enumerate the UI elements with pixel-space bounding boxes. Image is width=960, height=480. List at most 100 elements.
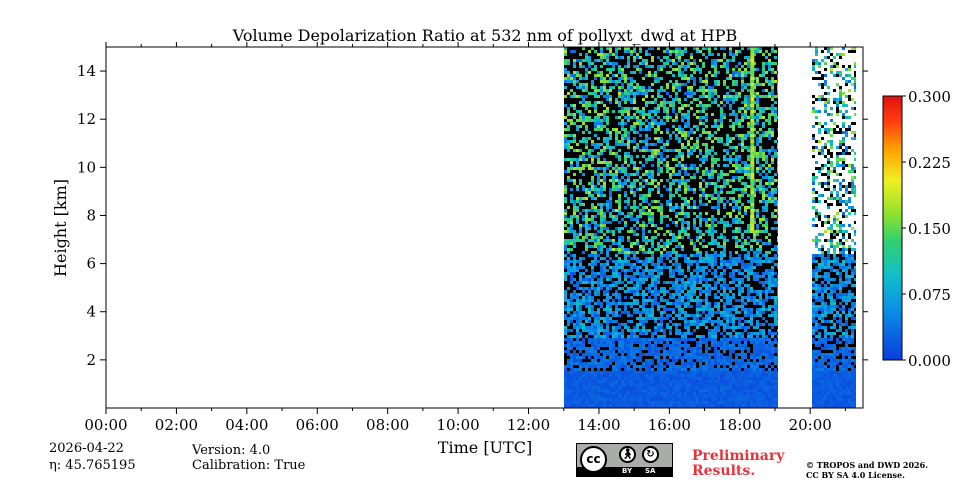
- heatmap-cell: [648, 83, 651, 86]
- heatmap-cell: [615, 56, 618, 59]
- heatmap-cell: [645, 146, 648, 149]
- heatmap-cell: [645, 137, 648, 140]
- heatmap-cell: [669, 53, 672, 56]
- heatmap-cell: [633, 365, 636, 368]
- heatmap-cell: [618, 233, 621, 236]
- heatmap-cell: [582, 236, 585, 239]
- heatmap-cell: [573, 242, 576, 245]
- heatmap-cell: [564, 80, 567, 83]
- heatmap-cell: [564, 272, 567, 275]
- heatmap-cell: [600, 251, 603, 254]
- heatmap-cell: [633, 86, 636, 89]
- heatmap-cell: [615, 50, 618, 53]
- heatmap-cell: [573, 227, 576, 230]
- heatmap-cell: [618, 380, 621, 383]
- heatmap-cell: [588, 296, 591, 299]
- heatmap-cell: [603, 179, 606, 182]
- heatmap-cell: [633, 374, 636, 377]
- heatmap-cell: [648, 347, 651, 350]
- heatmap-cell: [582, 59, 585, 62]
- heatmap-cell: [669, 296, 672, 299]
- heatmap-cell: [612, 92, 615, 95]
- heatmap-cell: [600, 98, 603, 101]
- heatmap-cell: [618, 230, 621, 233]
- heatmap-cell: [684, 359, 687, 362]
- heatmap-cell: [612, 74, 615, 77]
- heatmap-cell: [669, 65, 672, 68]
- heatmap-cell: [681, 266, 684, 269]
- heatmap-cell: [654, 287, 657, 290]
- heatmap-cell: [651, 389, 654, 392]
- heatmap-cell: [615, 272, 618, 275]
- heatmap-cell: [573, 161, 576, 164]
- heatmap-cell: [621, 104, 624, 107]
- heatmap-cell: [585, 221, 588, 224]
- heatmap-cell: [642, 218, 645, 221]
- heatmap-cell: [654, 257, 657, 260]
- heatmap-cell: [597, 107, 600, 110]
- heatmap-cell: [639, 293, 642, 296]
- heatmap-cell: [684, 131, 687, 134]
- heatmap-cell: [642, 212, 645, 215]
- heatmap-cell: [681, 143, 684, 146]
- heatmap-cell: [645, 308, 648, 311]
- heatmap-cell: [627, 221, 630, 224]
- heatmap-cell: [588, 236, 591, 239]
- heatmap-cell: [663, 242, 666, 245]
- heatmap-cell: [678, 197, 681, 200]
- heatmap-cell: [624, 359, 627, 362]
- heatmap-cell: [645, 326, 648, 329]
- heatmap-cell: [579, 317, 582, 320]
- heatmap-cell: [591, 194, 594, 197]
- heatmap-cell: [582, 191, 585, 194]
- heatmap-cell: [597, 134, 600, 137]
- heatmap-cell: [660, 170, 663, 173]
- heatmap-cell: [675, 98, 678, 101]
- heatmap-cell: [570, 368, 573, 371]
- heatmap-cell: [567, 158, 570, 161]
- heatmap-cell: [567, 314, 570, 317]
- heatmap-cell: [642, 353, 645, 356]
- heatmap-cell: [582, 293, 585, 296]
- heatmap-cell: [633, 401, 636, 404]
- heatmap-cell: [591, 98, 594, 101]
- heatmap-cell: [564, 209, 567, 212]
- heatmap-cell: [582, 62, 585, 65]
- heatmap-cell: [618, 353, 621, 356]
- heatmap-cell: [618, 371, 621, 374]
- heatmap-cell: [663, 128, 666, 131]
- heatmap-cell: [657, 272, 660, 275]
- heatmap-cell: [675, 89, 678, 92]
- heatmap-cell: [576, 140, 579, 143]
- heatmap-cell: [636, 380, 639, 383]
- heatmap-cell: [588, 293, 591, 296]
- heatmap-cell: [603, 362, 606, 365]
- heatmap-cell: [675, 77, 678, 80]
- heatmap-cell: [669, 395, 672, 398]
- heatmap-cell: [624, 125, 627, 128]
- heatmap-cell: [576, 320, 579, 323]
- heatmap-cell: [681, 311, 684, 314]
- heatmap-cell: [600, 65, 603, 68]
- heatmap-cell: [672, 209, 675, 212]
- heatmap-cell: [678, 329, 681, 332]
- heatmap-cell: [645, 332, 648, 335]
- heatmap-cell: [564, 359, 567, 362]
- heatmap-cell: [606, 221, 609, 224]
- heatmap-cell: [636, 260, 639, 263]
- heatmap-cell: [642, 116, 645, 119]
- heatmap-cell: [678, 167, 681, 170]
- heatmap-cell: [669, 224, 672, 227]
- heatmap-cell: [582, 107, 585, 110]
- heatmap-cell: [618, 359, 621, 362]
- heatmap-cell: [600, 248, 603, 251]
- heatmap-cell: [645, 194, 648, 197]
- heatmap-cell: [579, 260, 582, 263]
- heatmap-cell: [615, 344, 618, 347]
- heatmap-cell: [612, 170, 615, 173]
- heatmap-cell: [633, 308, 636, 311]
- heatmap-cell: [588, 272, 591, 275]
- heatmap-cell: [618, 245, 621, 248]
- heatmap-cell: [642, 119, 645, 122]
- heatmap-cell: [675, 83, 678, 86]
